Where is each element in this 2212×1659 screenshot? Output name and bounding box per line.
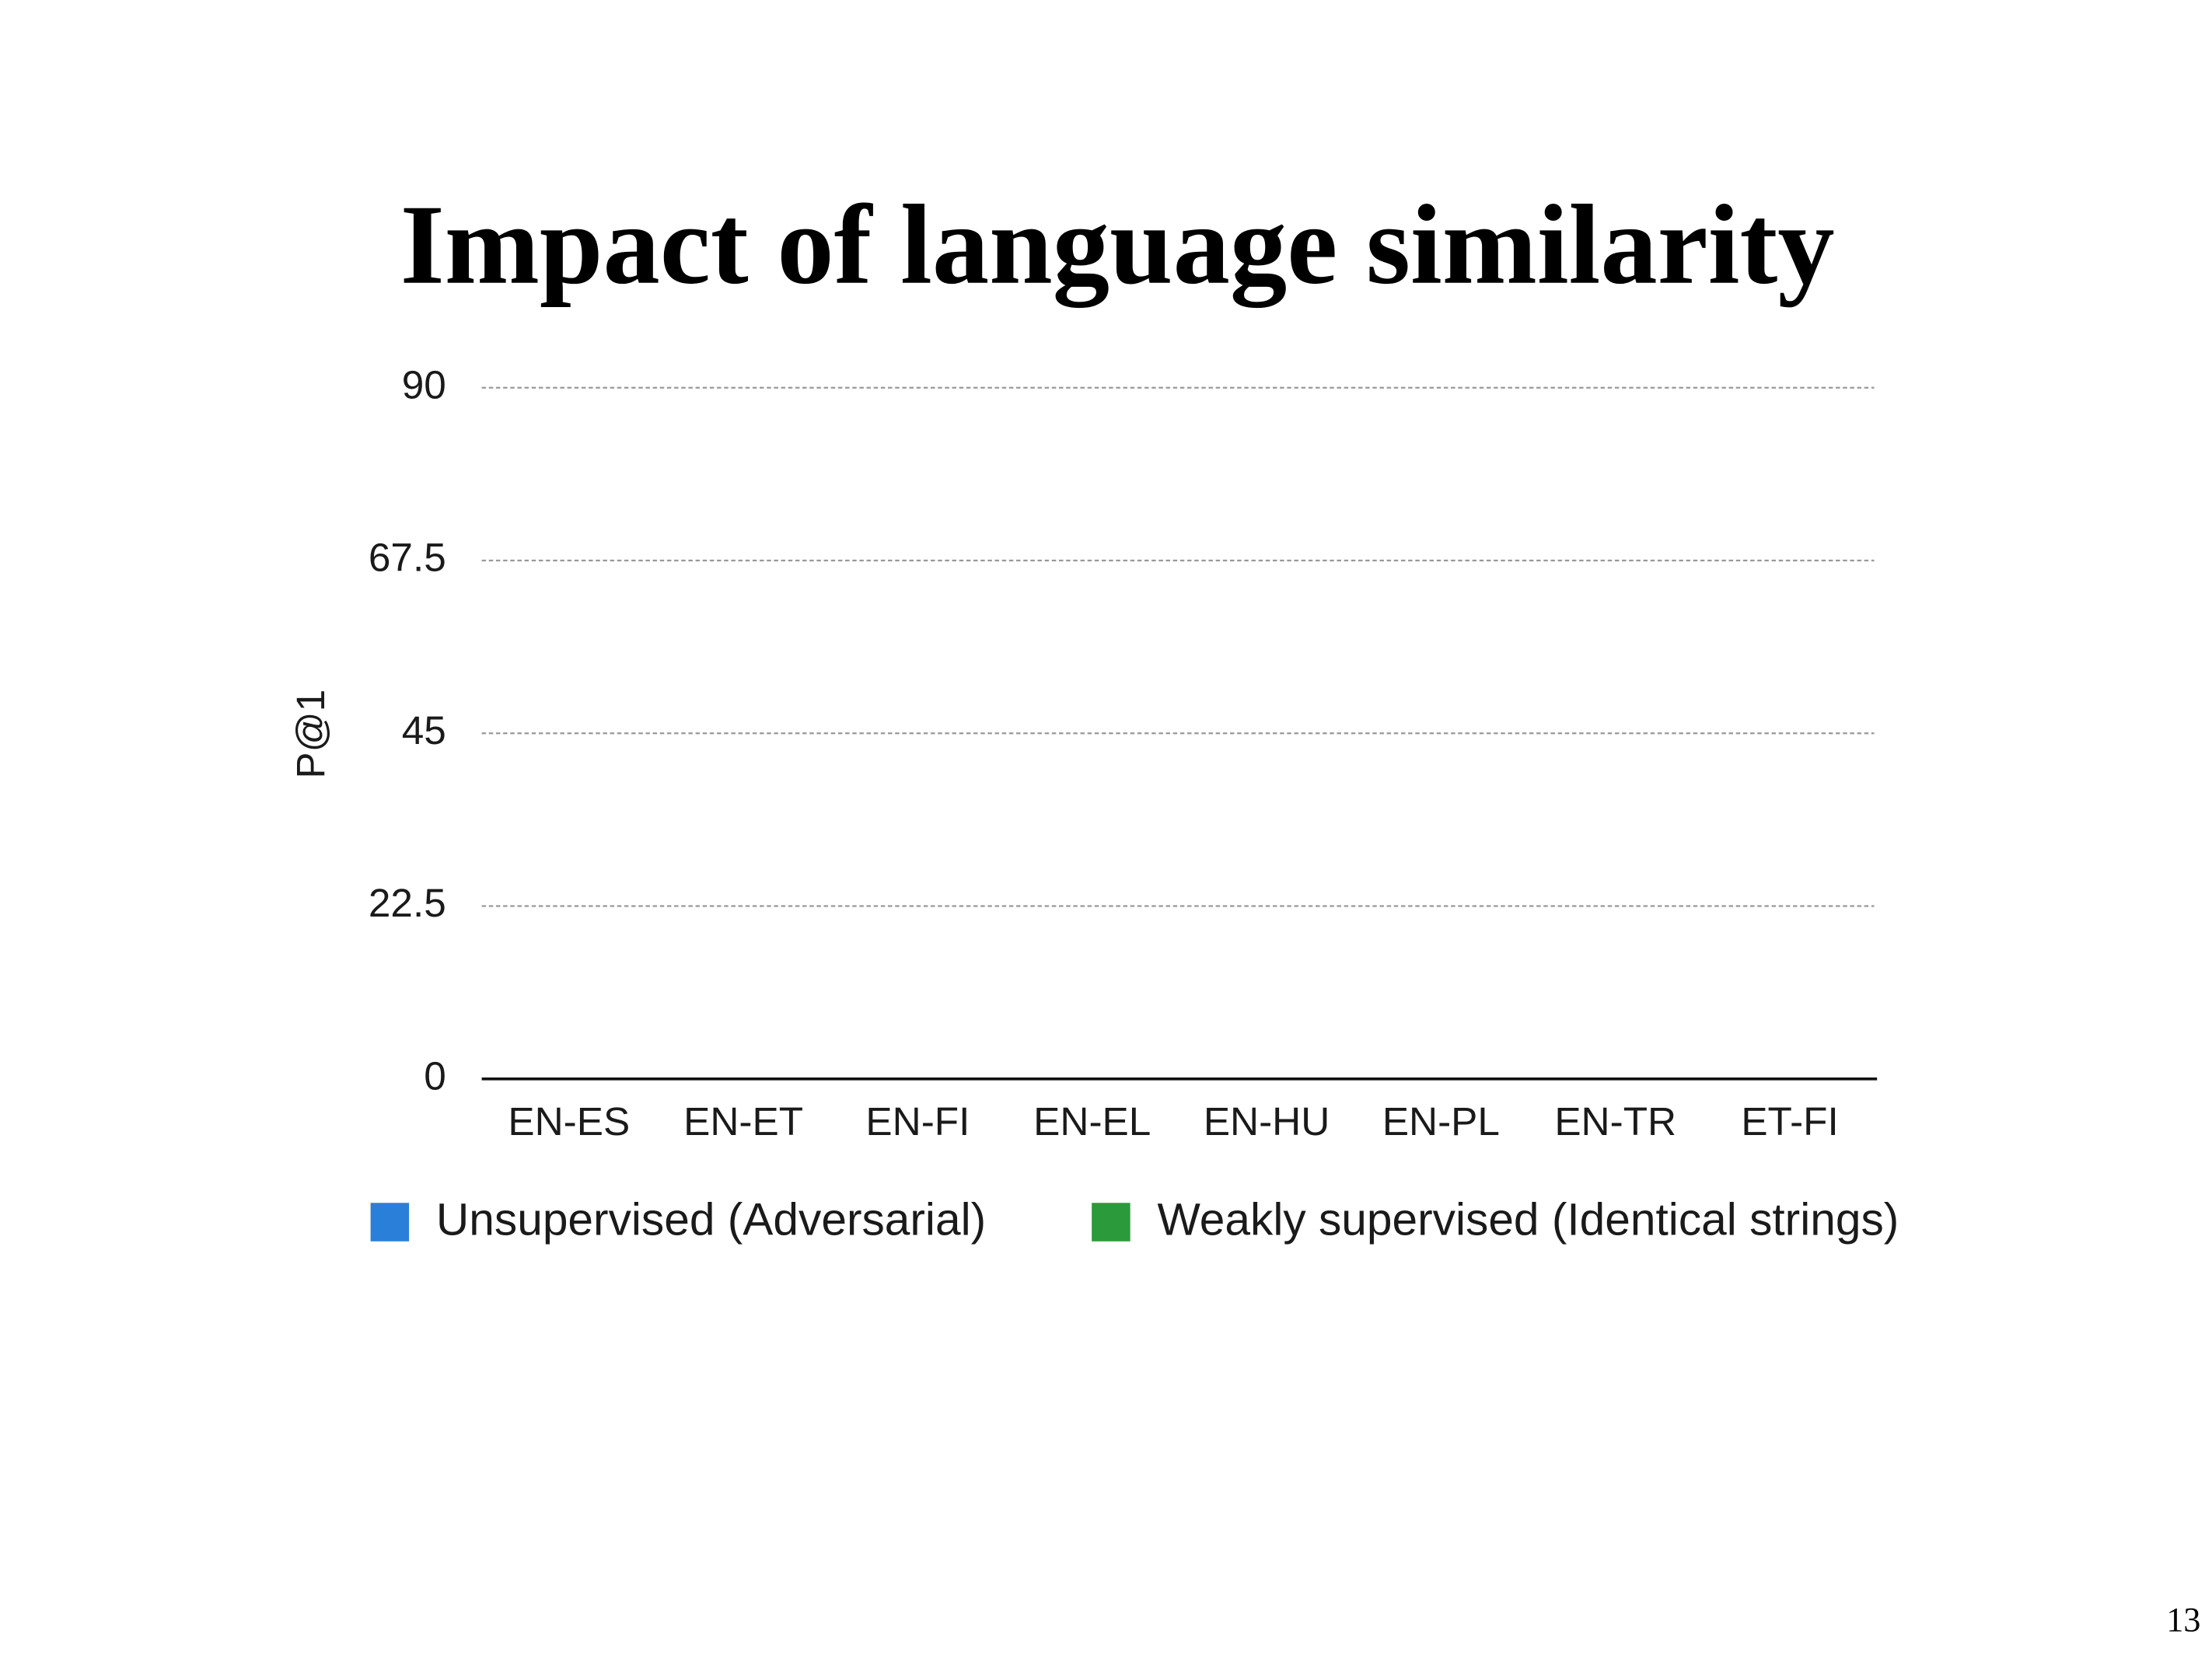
y-tick-label: 90 [402, 362, 446, 407]
y-tick-label: 67.5 [369, 536, 446, 580]
x-tick-label: ET-FI [1741, 1099, 1838, 1144]
x-tick-label: EN-PL [1382, 1099, 1500, 1144]
legend-swatch [1092, 1203, 1130, 1242]
legend-label: Weakly supervised (Identical strings) [1157, 1194, 1899, 1245]
x-tick-label: EN-ET [683, 1099, 803, 1144]
x-tick-label: EN-ES [508, 1099, 630, 1144]
x-tick-label: EN-EL [1033, 1099, 1151, 1144]
x-tick-label: EN-FI [865, 1099, 970, 1144]
y-axis-label: P@1 [288, 690, 333, 779]
chart-title: Impact of language similarity [400, 181, 1835, 308]
y-tick-label: 0 [424, 1053, 446, 1098]
y-tick-label: 45 [402, 708, 446, 753]
x-tick-label: EN-TR [1554, 1099, 1676, 1144]
legend-label: Unsupervised (Adversarial) [436, 1194, 986, 1245]
y-tick-label: 22.5 [369, 881, 446, 925]
legend-swatch [370, 1203, 410, 1242]
slide-number: 13 [2166, 1601, 2200, 1639]
x-tick-label: EN-HU [1204, 1099, 1330, 1144]
